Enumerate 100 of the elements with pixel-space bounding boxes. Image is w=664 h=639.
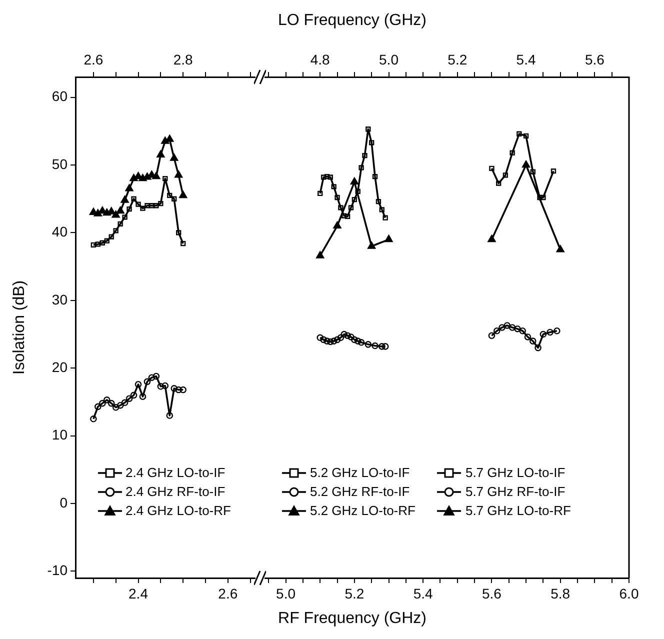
point	[382, 343, 389, 350]
point	[170, 154, 178, 161]
point	[174, 170, 183, 178]
x-tick-label: 2.4	[128, 585, 148, 602]
point	[320, 174, 326, 180]
point	[175, 386, 182, 394]
point	[316, 251, 324, 258]
point	[344, 214, 350, 220]
legend-label: 5.2 GHz RF-to-IF	[310, 484, 410, 499]
point	[131, 196, 136, 202]
point	[118, 221, 123, 226]
x2-tick-label: 5.6	[584, 51, 605, 68]
point	[166, 134, 174, 142]
point	[179, 190, 188, 198]
point	[376, 198, 382, 204]
point	[116, 206, 124, 214]
point	[154, 203, 159, 208]
x2-tick-label: 4.8	[310, 51, 330, 68]
point	[358, 165, 364, 170]
point	[369, 140, 374, 146]
point	[362, 152, 368, 158]
point	[120, 196, 129, 203]
point	[144, 378, 151, 386]
point	[318, 190, 323, 196]
point	[104, 238, 110, 244]
point	[337, 334, 344, 342]
point	[540, 194, 546, 200]
point	[320, 336, 327, 344]
x-tick-label: 5.4	[413, 585, 434, 602]
point	[112, 210, 120, 218]
point	[368, 242, 376, 249]
y-tick-label: 30	[52, 291, 68, 308]
point	[130, 392, 138, 399]
point	[172, 196, 177, 202]
point	[540, 330, 547, 338]
x-tick-label: 5.8	[550, 585, 570, 602]
point	[180, 386, 186, 394]
point	[514, 325, 521, 332]
legend-label: 5.2 GHz LO-to-IF	[310, 465, 410, 480]
y-tick-label: 0	[60, 494, 68, 510]
point	[530, 169, 536, 174]
point	[554, 327, 560, 334]
x-tick-label: 5.6	[482, 585, 502, 602]
point	[331, 184, 336, 190]
point	[126, 206, 132, 212]
point	[140, 206, 146, 211]
x-tick-label: 6.0	[619, 585, 639, 602]
x2-tick-label: 5.4	[516, 51, 536, 68]
point	[324, 174, 330, 180]
point	[330, 338, 338, 344]
point	[488, 332, 496, 340]
point	[152, 172, 160, 180]
point	[334, 336, 341, 344]
point	[550, 168, 556, 174]
point	[530, 338, 536, 344]
point	[364, 341, 372, 348]
point	[344, 332, 351, 340]
point	[121, 399, 128, 406]
point	[534, 344, 542, 352]
point	[382, 215, 388, 220]
point	[144, 203, 150, 208]
point	[112, 404, 120, 411]
point	[379, 207, 384, 212]
point	[348, 334, 354, 340]
x2-tick-label: 5.2	[448, 51, 468, 68]
y-tick-label: 50	[52, 156, 68, 172]
point	[94, 209, 102, 216]
point	[504, 322, 511, 329]
point	[354, 338, 362, 344]
point	[157, 383, 164, 390]
point	[90, 416, 97, 422]
point	[351, 336, 358, 344]
point	[103, 396, 110, 404]
legend-label: 2.4 GHz RF-to-IF	[126, 484, 226, 499]
point	[327, 338, 334, 346]
y-tick-label: 60	[52, 88, 68, 104]
point	[136, 202, 141, 207]
legend-label: 5.2 GHz LO-to-RF	[310, 503, 416, 518]
point	[489, 166, 494, 171]
legend-label: 2.4 GHz LO-to-IF	[126, 465, 226, 480]
point	[372, 342, 378, 350]
x2-tick-label: 2.8	[173, 51, 194, 68]
point	[372, 174, 378, 180]
point	[90, 242, 96, 248]
point	[340, 330, 348, 338]
point	[122, 214, 128, 220]
point	[384, 234, 393, 242]
point	[350, 177, 358, 185]
point	[108, 234, 114, 240]
point	[496, 180, 502, 186]
point	[338, 205, 344, 210]
y-tick-label: 40	[52, 224, 68, 240]
y-axis-title: Isolation (dB)	[11, 280, 28, 375]
point	[348, 205, 354, 210]
x2-axis-title: LO Frequency (GHz)	[277, 12, 428, 30]
legend-label: 5.7 GHz LO-to-RF	[465, 503, 571, 518]
point	[170, 385, 178, 392]
point	[334, 194, 340, 200]
x2-tick-label: 2.6	[84, 51, 104, 68]
point	[167, 192, 172, 198]
